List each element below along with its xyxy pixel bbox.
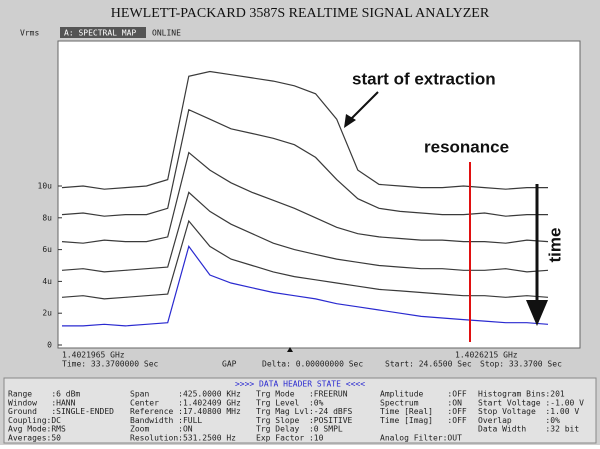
header-field: Trg Level :0% — [256, 398, 324, 407]
header-field: Ground :SINGLE-ENDED — [8, 407, 114, 416]
header-field: Trg Mode :FREERUN — [256, 390, 348, 399]
header-field: Resolution:531.2500 Hz — [130, 434, 236, 443]
header-field: Analog Filter:OUT — [380, 434, 462, 443]
header-field: Amplitude :OFF — [380, 390, 467, 399]
unit-label: Vrms — [20, 29, 39, 38]
header-field: Trg Slope :POSITIVE — [256, 416, 353, 425]
title: HEWLETT-PACKARD 3587S REALTIME SIGNAL AN… — [111, 6, 490, 21]
header-field: Stop Voltage :1.00 V — [478, 407, 579, 416]
analyzer-screen: HEWLETT-PACKARD 3587S REALTIME SIGNAL AN… — [0, 0, 600, 445]
header-field: Overlap :0% — [478, 416, 560, 425]
y-tick-label: 10u — [38, 182, 53, 191]
freq-start: 1.4021965 GHz — [62, 351, 125, 360]
header-field: Spectrum :ON — [380, 398, 462, 407]
annotation: start of extraction — [352, 69, 496, 88]
header-field: Exp Factor :10 — [256, 434, 324, 443]
y-tick-label: 4u — [42, 277, 52, 286]
annotation: resonance — [424, 137, 509, 156]
header-field: Averages:50 — [8, 434, 61, 443]
header-field: Time [Imag] :OFF — [380, 416, 467, 425]
annotation: time — [545, 228, 564, 263]
header-field: Center :1.402409 GHz — [130, 398, 241, 407]
header-field: Trg Delay :0 SMPL — [256, 425, 343, 434]
header-field: Reference :17.40800 MHz — [130, 407, 241, 416]
y-tick-label: 8u — [42, 213, 52, 222]
header-field: Time [Real] :OFF — [380, 407, 467, 416]
header-field: Zoom :ON — [130, 425, 193, 434]
header-field: Window :HANN — [8, 398, 76, 407]
y-tick-label: 6u — [42, 245, 52, 254]
header-field: Coupling:DC — [8, 416, 61, 425]
y-tick-label: 0 — [47, 341, 52, 350]
header-field: Range :6 dBm — [8, 390, 80, 399]
y-tick-label: 2u — [42, 309, 52, 318]
freq-stop: 1.4026215 GHz — [455, 351, 518, 360]
header-field: Trg Mag Lvl:-24 dBFS — [256, 407, 353, 416]
time-info: Time: 33.3700000 Sec — [62, 360, 159, 369]
header-field: Span :425.0000 KHz — [130, 390, 241, 399]
header-field: Histogram Bins:201 — [478, 390, 565, 399]
delta-info: Delta: 0.00000000 Sec — [262, 360, 363, 369]
header-field: Avg Mode:RMS — [8, 425, 66, 434]
header-field: Data Width :32 bit — [478, 425, 579, 434]
tab-label[interactable]: A: SPECTRAL MAP — [64, 29, 136, 38]
tab-label[interactable]: ONLINE — [152, 29, 181, 38]
plot-area — [58, 41, 580, 348]
data-header-title: >>>> DATA HEADER STATE <<<< — [235, 380, 365, 389]
header-field: Start Voltage :-1.00 V — [478, 398, 584, 407]
stop-info: Stop: 33.3700 Sec — [480, 360, 562, 369]
gap-info: GAP — [222, 360, 237, 369]
start-info: Start: 24.6500 Sec — [385, 360, 472, 369]
header-field: Bandwidth :FULL — [130, 416, 202, 425]
